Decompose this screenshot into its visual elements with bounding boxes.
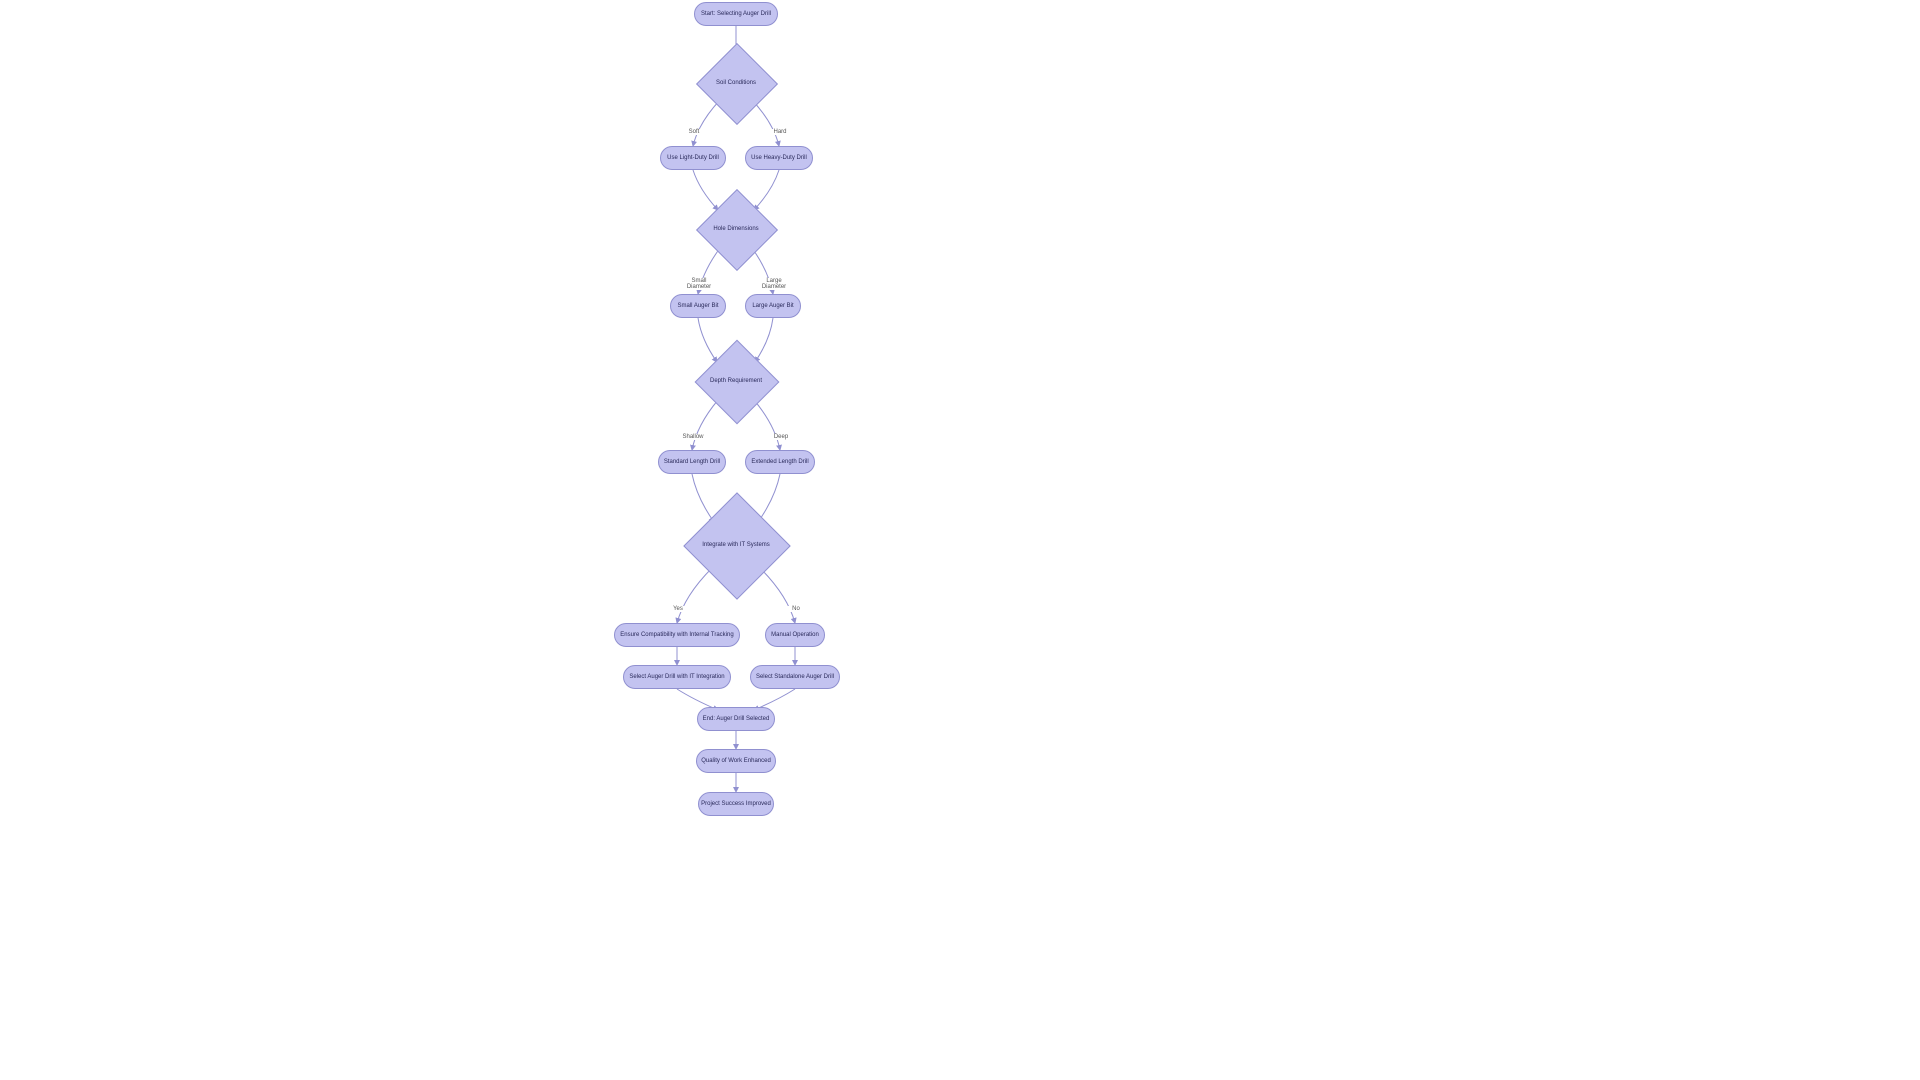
node-hole: Hole Dimensions [708,201,764,257]
node-start: Start: Selecting Auger Drill [694,2,778,26]
node-smallbit: Small Auger Bit [670,294,726,318]
node-integrate: Integrate with IT Systems [699,508,773,582]
node-manual: Manual Operation [765,623,825,647]
node-largebit: Large Auger Bit [745,294,801,318]
node-stdlen: Standard Length Drill [658,450,726,474]
node-depth: Depth Requirement [707,352,765,410]
edge-label-integrate-manual: No [775,606,817,612]
node-quality: Quality of Work Enhanced [696,749,776,773]
edges-layer [0,0,1920,1080]
edge-label-depth-stdlen: Shallow [672,434,714,440]
edge-label-soil-heavy: Hard [759,129,801,135]
node-heavy: Use Heavy-Duty Drill [745,146,813,170]
node-light: Use Light-Duty Drill [660,146,726,170]
node-extlen: Extended Length Drill [745,450,815,474]
node-compat: Ensure Compatibility with Internal Track… [614,623,740,647]
node-end: End: Auger Drill Selected [697,707,775,731]
edge-label-depth-extlen: Deep [760,434,802,440]
edge-label-soil-light: Soft [673,129,715,135]
node-selit: Select Auger Drill with IT Integration [623,665,731,689]
edge-label-integrate-compat: Yes [657,606,699,612]
node-selstand: Select Standalone Auger Drill [750,665,840,689]
edge-label-hole-largebit: Large Diameter [753,278,795,290]
node-soil: Soil Conditions [708,55,764,111]
edge-label-hole-smallbit: Small Diameter [678,278,720,290]
node-project: Project Success Improved [698,792,774,816]
